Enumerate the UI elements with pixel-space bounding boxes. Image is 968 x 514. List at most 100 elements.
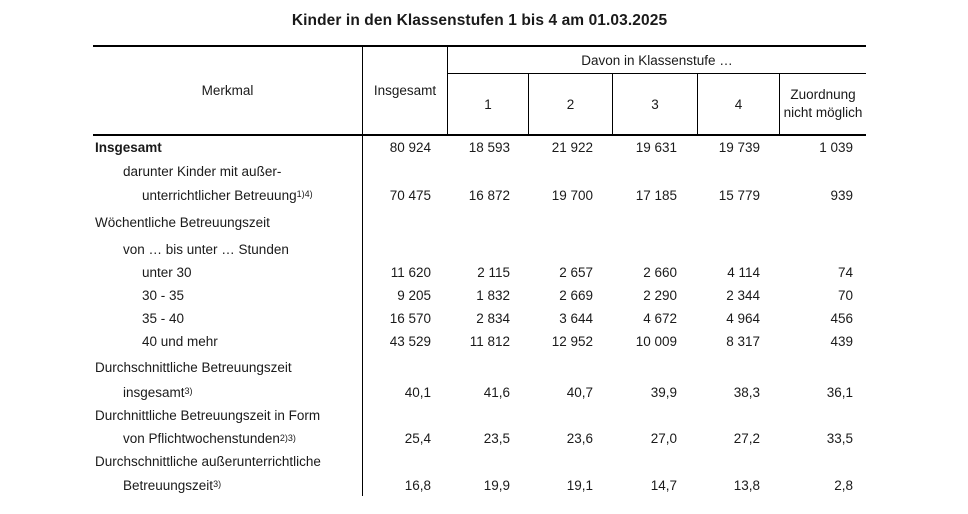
cell-class-2: 12 952 <box>551 334 593 349</box>
cell-class-3: 14,7 <box>650 477 677 493</box>
header-cell-class-2: 2 <box>529 74 613 134</box>
cell-class-2 <box>529 353 613 381</box>
cell-insgesamt <box>363 159 448 183</box>
row-label: Wöchentliche Betreuungszeit <box>95 214 270 230</box>
row-label-cell: 40 und mehr <box>93 330 363 353</box>
header-group-title: Davon in Klassenstufe … <box>448 47 866 74</box>
table-body: Insgesamt 80 924 18 593 21 922 19 631 19… <box>93 136 866 496</box>
header-cell-merkmal: Merkmal <box>93 47 363 134</box>
cell-class-1: 1 832 <box>476 288 510 303</box>
header-subrow: 1 2 3 4 Zuordnung nicht möglich <box>448 74 866 134</box>
cell-class-1: 41,6 <box>483 384 510 400</box>
table-row: 30 - 35 9 205 1 832 2 669 2 290 2 344 70 <box>93 284 866 307</box>
row-label-cell: Durchschnittliche Betreuungszeit <box>93 353 363 381</box>
cell-insgesamt <box>363 237 448 261</box>
cell-class-1 <box>448 403 529 428</box>
cell-class-3 <box>613 353 698 381</box>
cell-class-4: 15 779 <box>718 187 760 203</box>
table-row: Betreuungszeit 3) 16,8 19,9 19,1 14,7 13,… <box>93 474 866 496</box>
row-label-cell: unterrichtlicher Betreuung 1)4) <box>93 183 363 207</box>
cell-class-2: 2 669 <box>559 288 593 303</box>
header-cell-class-3: 3 <box>613 74 698 134</box>
cell-zuordnung: 70 <box>837 288 853 303</box>
table-row: Durchschnittliche außerunterrichtliche <box>93 449 866 474</box>
cell-insgesamt: 43 529 <box>389 334 431 349</box>
cell-class-1: 2 834 <box>476 311 510 326</box>
cell-class-2: 40,7 <box>566 384 593 400</box>
row-label-cell: Durchnittliche Betreuungszeit in Form <box>93 403 363 428</box>
cell-class-3: 27,0 <box>650 431 677 446</box>
cell-class-4 <box>698 207 780 237</box>
header-cell-class-4: 4 <box>698 74 780 134</box>
row-label: 35 - 40 <box>142 311 185 326</box>
cell-zuordnung: 74 <box>837 265 853 280</box>
cell-class-1 <box>448 353 529 381</box>
cell-class-3 <box>613 237 698 261</box>
cell-class-4: 8 317 <box>726 334 760 349</box>
row-label: 30 - 35 <box>142 288 185 303</box>
cell-class-2: 23,6 <box>566 431 593 446</box>
cell-class-2 <box>529 237 613 261</box>
cell-class-4: 19 739 <box>718 140 760 155</box>
cell-insgesamt: 16,8 <box>404 477 431 493</box>
row-label-cell: von Pflichtwochenstunden 2)3) <box>93 428 363 449</box>
row-label: unter 30 <box>142 265 192 280</box>
cell-zuordnung: 456 <box>830 311 853 326</box>
table-row: Durchnittliche Betreuungszeit in Form <box>93 403 866 428</box>
row-label: Insgesamt <box>95 140 162 155</box>
cell-class-1 <box>448 159 529 183</box>
cell-class-3: 2 290 <box>643 288 677 303</box>
cell-insgesamt <box>363 353 448 381</box>
cell-class-2: 19,1 <box>566 477 593 493</box>
row-label: von Pflichtwochenstunden <box>123 431 280 446</box>
row-label: Betreuungszeit <box>123 477 214 493</box>
row-label-cell: insgesamt 3) <box>93 381 363 403</box>
cell-zuordnung: 939 <box>830 187 853 203</box>
table-row: insgesamt 3) 40,1 41,6 40,7 39,9 38,3 36,… <box>93 381 866 403</box>
cell-class-1: 23,5 <box>483 431 510 446</box>
cell-class-1: 18 593 <box>468 140 510 155</box>
cell-class-4: 2 344 <box>726 288 760 303</box>
row-label-cell: 35 - 40 <box>93 307 363 330</box>
cell-insgesamt: 80 924 <box>389 140 431 155</box>
cell-class-4 <box>698 159 780 183</box>
cell-class-4: 4 964 <box>726 311 760 326</box>
cell-class-2: 3 644 <box>559 311 593 326</box>
cell-zuordnung <box>780 237 866 261</box>
cell-class-1: 11 812 <box>469 334 510 349</box>
cell-class-4 <box>698 449 780 474</box>
cell-zuordnung <box>780 353 866 381</box>
cell-class-3: 19 631 <box>635 140 677 155</box>
cell-zuordnung: 36,1 <box>826 384 853 400</box>
table-row: von … bis unter … Stunden <box>93 237 866 261</box>
header-group-klassenstufe: Davon in Klassenstufe … 1 2 3 4 Zuordnun… <box>448 47 866 134</box>
cell-class-4 <box>698 403 780 428</box>
cell-class-1: 16 872 <box>468 187 510 203</box>
cell-insgesamt <box>363 449 448 474</box>
cell-insgesamt: 25,4 <box>404 431 431 446</box>
cell-class-2 <box>529 207 613 237</box>
table-row: Insgesamt 80 924 18 593 21 922 19 631 19… <box>93 136 866 159</box>
row-label-cell: Insgesamt <box>93 136 363 159</box>
cell-insgesamt: 40,1 <box>404 384 431 400</box>
cell-insgesamt <box>363 207 448 237</box>
table-row: 35 - 40 16 570 2 834 3 644 4 672 4 964 4… <box>93 307 866 330</box>
cell-zuordnung: 2,8 <box>834 477 853 493</box>
cell-class-1 <box>448 237 529 261</box>
row-label: insgesamt <box>123 384 185 400</box>
cell-class-3 <box>613 403 698 428</box>
row-label: von … bis unter … Stunden <box>123 241 289 257</box>
table-row: Wöchentliche Betreuungszeit <box>93 207 866 237</box>
row-label-cell: unter 30 <box>93 261 363 284</box>
cell-class-1 <box>448 449 529 474</box>
cell-class-4: 27,2 <box>733 431 760 446</box>
row-label-cell: von … bis unter … Stunden <box>93 237 363 261</box>
row-label-cell: darunter Kinder mit außer- <box>93 159 363 183</box>
cell-class-4 <box>698 237 780 261</box>
cell-zuordnung <box>780 403 866 428</box>
cell-class-3: 17 185 <box>635 187 677 203</box>
row-label-cell: Durchschnittliche außerunterrichtliche <box>93 449 363 474</box>
row-label: Durchnittliche Betreuungszeit in Form <box>95 408 321 423</box>
cell-class-4: 4 114 <box>727 265 760 280</box>
